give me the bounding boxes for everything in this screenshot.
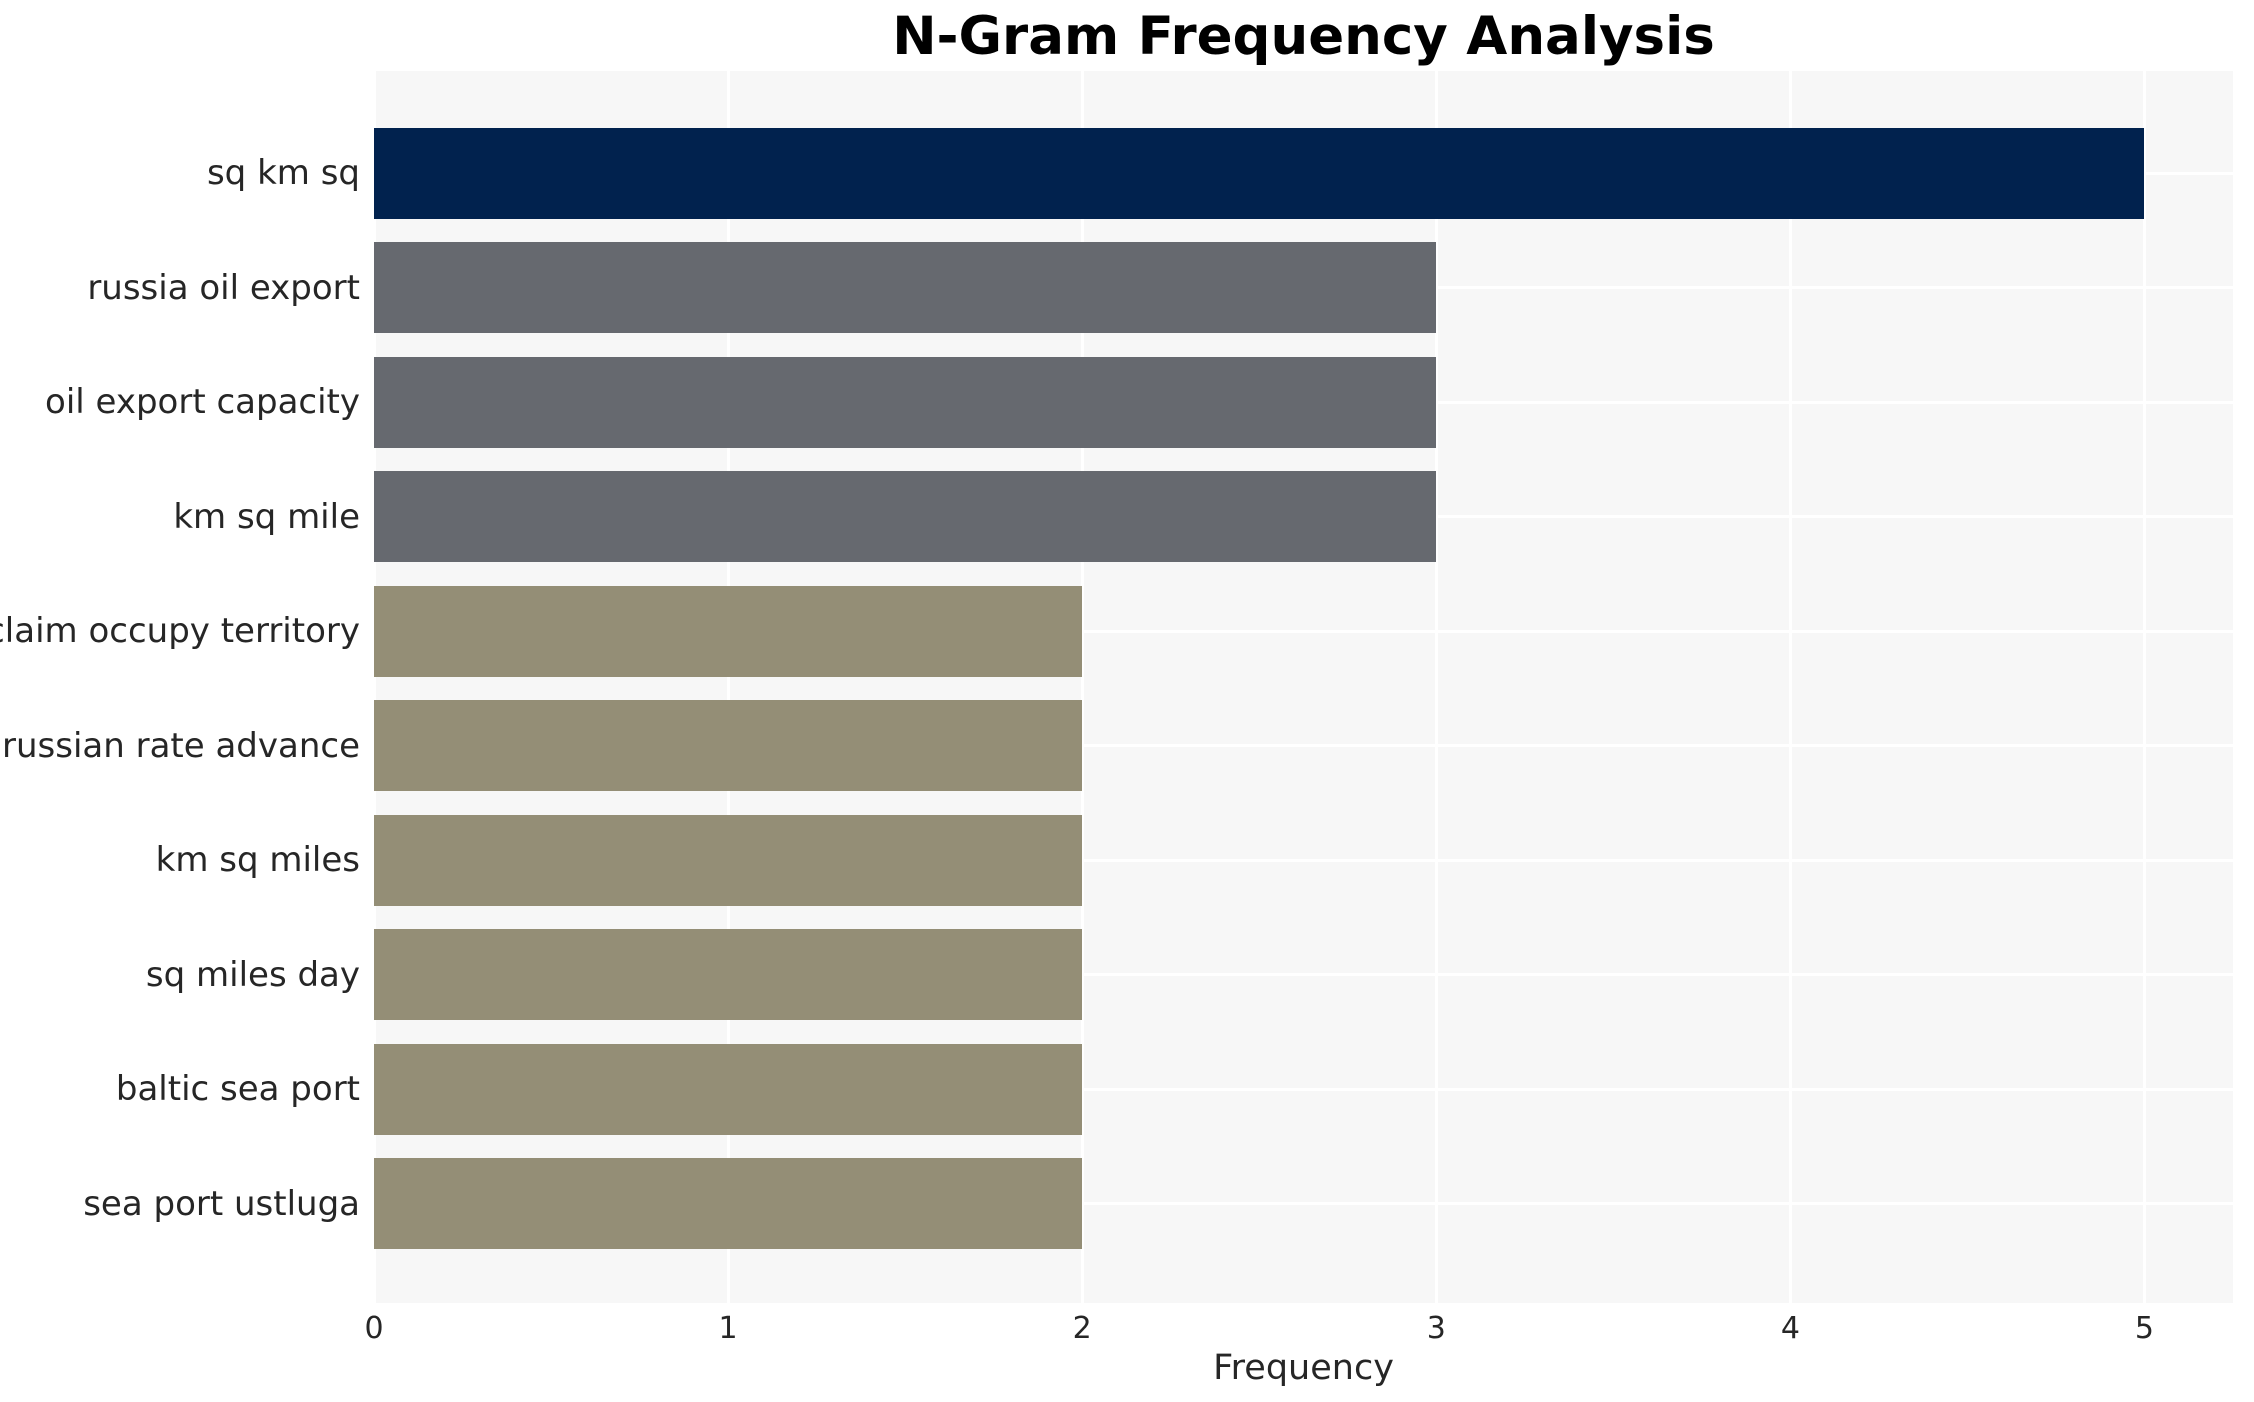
gridline-vertical — [1788, 71, 1792, 1303]
bar — [374, 1043, 1083, 1135]
gridline-vertical — [372, 71, 376, 1303]
bar — [374, 127, 2145, 219]
gridline-vertical — [2142, 71, 2146, 1303]
plot-area — [372, 71, 2233, 1303]
y-tick-label: sea port ustluga — [83, 1183, 360, 1224]
y-tick-label: km sq mile — [173, 496, 360, 537]
x-tick-label: 0 — [364, 1311, 384, 1346]
bar — [374, 814, 1083, 906]
gridline-vertical — [726, 71, 730, 1303]
y-tick-label: oil export capacity — [45, 382, 360, 422]
bar — [374, 242, 1437, 333]
gridline-horizontal — [374, 973, 2233, 976]
chart-title: N-Gram Frequency Analysis — [892, 6, 1715, 67]
gridline-horizontal — [374, 744, 2233, 747]
x-tick-label: 2 — [1072, 1311, 1092, 1346]
bar — [374, 585, 1083, 677]
y-tick-label: km sq miles — [155, 840, 360, 880]
x-tick-label: 1 — [718, 1311, 738, 1346]
gridline-horizontal — [374, 1202, 2233, 1205]
gridline-horizontal — [374, 629, 2233, 633]
bar — [374, 700, 1083, 791]
bar — [374, 356, 1437, 448]
y-tick-label: russian rate advance — [2, 725, 360, 766]
bar — [374, 929, 1083, 1020]
x-tick-label: 3 — [1426, 1311, 1446, 1346]
y-tick-label: sq km sq — [206, 153, 360, 193]
bar — [374, 1158, 1083, 1249]
x-axis-title: Frequency — [1213, 1348, 1394, 1388]
x-tick-label: 5 — [2134, 1311, 2155, 1346]
gridline-horizontal — [374, 1087, 2233, 1091]
x-tick-label: 4 — [1780, 1311, 1800, 1346]
bar — [374, 471, 1437, 562]
y-tick-label: sq miles day — [145, 954, 360, 995]
y-tick-label: baltic sea port — [115, 1069, 360, 1109]
y-tick-label: reclaim occupy territory — [0, 611, 360, 651]
gridline-vertical — [1080, 71, 1084, 1303]
gridline-vertical — [1434, 71, 1438, 1303]
y-tick-label: russia oil export — [87, 267, 360, 308]
gridline-horizontal — [374, 858, 2233, 862]
